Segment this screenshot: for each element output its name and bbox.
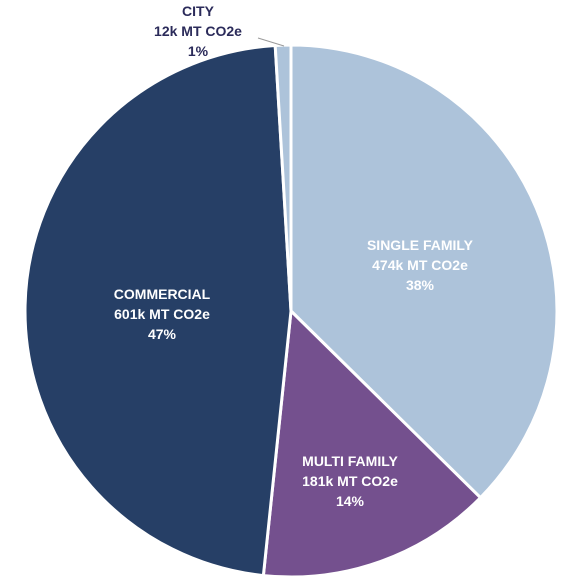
single-family-slice — [289, 43, 559, 500]
commercial-percent: 47% — [148, 326, 177, 342]
commercial-label: COMMERCIAL — [114, 286, 211, 302]
single-family-label: SINGLE FAMILY — [367, 237, 474, 253]
city-slice — [273, 43, 293, 312]
city-label: CITY — [182, 3, 215, 19]
commercial-slice — [23, 43, 293, 578]
pie-slices — [23, 43, 559, 579]
commercial-value: 601k MT CO2e — [114, 306, 210, 322]
single-family-value: 474k MT CO2e — [372, 257, 468, 273]
multi-family-percent: 14% — [336, 493, 365, 509]
multi-family-value: 181k MT CO2e — [302, 473, 398, 489]
city-value: 12k MT CO2e — [154, 23, 242, 39]
multi-family-label: MULTI FAMILY — [302, 453, 398, 469]
city-percent: 1% — [188, 43, 209, 59]
multi-family-slice — [261, 307, 483, 579]
single-family-percent: 38% — [406, 277, 435, 293]
city-leader-line — [257, 37, 285, 47]
